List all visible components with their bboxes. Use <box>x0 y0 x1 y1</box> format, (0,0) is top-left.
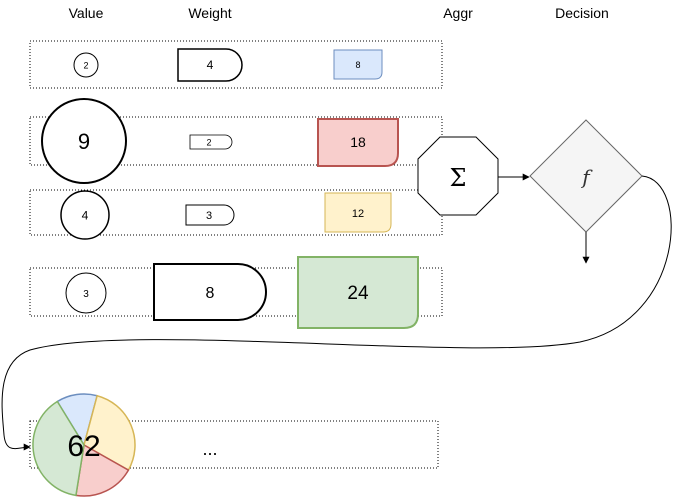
weight-label-4: 8 <box>206 285 215 302</box>
value-label-3: 4 <box>82 209 89 223</box>
value-label-4: 3 <box>83 289 89 300</box>
value-node-1 <box>73 52 99 78</box>
weight-node-4 <box>153 263 267 321</box>
weight-node-2 <box>189 134 233 150</box>
aggregator-node <box>417 136 499 216</box>
product-label-1: 8 <box>355 60 360 70</box>
product-label-2: 18 <box>350 134 366 150</box>
value-label-1: 2 <box>83 61 88 71</box>
value-label-2: 9 <box>78 129 90 154</box>
weight-node-3 <box>185 204 235 226</box>
header-weight: Weight <box>188 5 231 21</box>
weight-label-3: 3 <box>206 210 212 222</box>
result-ellipsis: ... <box>202 439 217 459</box>
row-container-1 <box>29 40 443 89</box>
header-aggr: Aggr <box>443 5 473 21</box>
product-node-4 <box>297 256 419 329</box>
weight-label-1: 4 <box>207 58 214 72</box>
row-container-3 <box>29 189 443 236</box>
edge-decision-to-result <box>1 175 672 451</box>
result-total: 62 <box>67 430 100 463</box>
product-label-3: 12 <box>352 208 364 220</box>
weight-node-1 <box>177 48 243 82</box>
product-label-4: 24 <box>347 283 369 304</box>
aggregator-symbol: Σ <box>450 164 467 192</box>
product-node-1 <box>333 49 383 80</box>
value-node-2 <box>41 98 127 184</box>
result-pie <box>32 393 136 497</box>
header-value: Value <box>69 5 104 21</box>
pie-slice-4 <box>32 400 85 497</box>
product-node-3 <box>324 192 392 233</box>
header-decision: Decision <box>555 5 609 21</box>
product-node-2 <box>317 118 399 167</box>
value-node-4 <box>65 272 107 314</box>
result-container <box>29 420 439 469</box>
pie-slice-3 <box>75 443 130 497</box>
weight-label-2: 2 <box>206 138 211 148</box>
value-node-3 <box>60 190 110 240</box>
